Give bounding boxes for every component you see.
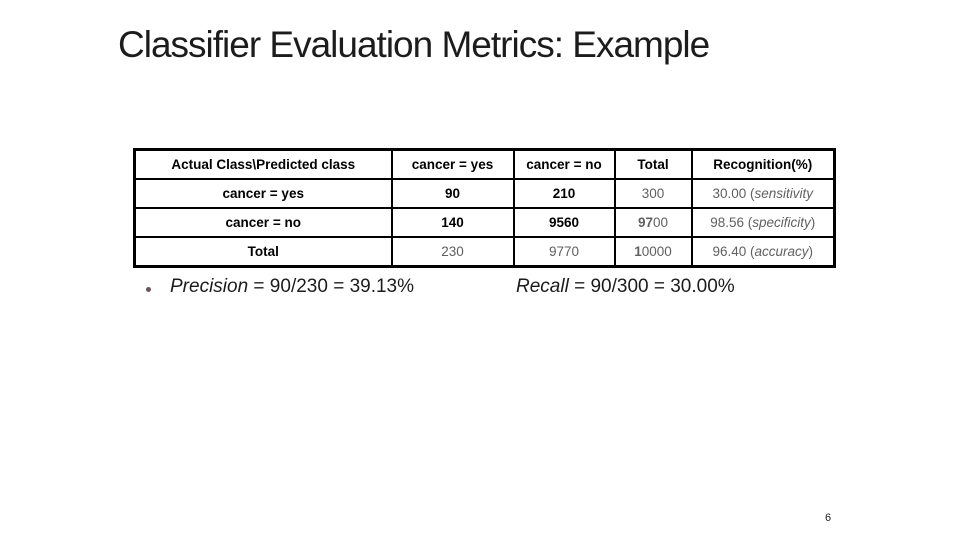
text-segment: 00 xyxy=(653,214,669,230)
text-segment: Recall xyxy=(516,276,569,297)
text-segment: Actual Class\Predicted class xyxy=(171,156,356,172)
page-number: 6 xyxy=(824,512,832,524)
bullet-icon xyxy=(146,287,151,292)
text-segment: Recognition(%) xyxy=(713,156,813,172)
precision-text: Precision = 90/230 = 39.13% xyxy=(170,276,414,298)
header-row: Actual Class\Predicted class cancer = yes… xyxy=(133,148,836,180)
text-segment: cancer = no xyxy=(526,156,602,172)
header-cell: Actual Class\Predicted class xyxy=(133,148,393,180)
text-segment: cancer = no xyxy=(225,214,301,230)
text-segment: 300 xyxy=(641,185,665,201)
text-segment: accuracy xyxy=(754,243,809,259)
text-segment: = 90/230 = 39.13% xyxy=(248,276,415,297)
text-segment: ) xyxy=(808,243,814,259)
table-cell: 96.40 (accuracy) xyxy=(690,236,836,268)
text-segment: 9770 xyxy=(548,243,580,259)
text-segment: 9560 xyxy=(548,214,580,230)
text-segment: 0000 xyxy=(641,243,672,259)
table-cell: 9700 xyxy=(613,207,693,238)
header-cell: Recognition(%) xyxy=(690,148,836,180)
text-segment: ) xyxy=(810,214,816,230)
table-row: cancer = yes 90 210 300 30.00 (sensitivity xyxy=(133,178,836,209)
text-segment: sensitivity xyxy=(754,185,814,201)
table-cell: 140 xyxy=(390,207,515,238)
text-segment: 210 xyxy=(552,185,576,201)
table-cell: 98.56 (specificity) xyxy=(690,207,836,238)
table-row: Total 230 9770 10000 96.40 (accuracy) xyxy=(133,236,836,268)
confusion-matrix-table-body: Actual Class\Predicted class cancer = yes… xyxy=(133,148,836,268)
text-segment: Precision xyxy=(170,276,249,297)
header-cell: cancer = no xyxy=(512,148,616,180)
text-segment: cancer = yes xyxy=(222,185,304,201)
header-cell: cancer = yes xyxy=(390,148,515,180)
text-segment: 30.00 ( xyxy=(712,185,755,201)
text-segment: = 90/300 = 30.00% xyxy=(568,276,735,297)
table-cell: 30.00 (sensitivity xyxy=(690,178,836,209)
table-cell: 9560 xyxy=(512,207,616,238)
table-cell: Total xyxy=(133,236,393,268)
text-segment: specificity xyxy=(752,214,811,230)
header-cell: Total xyxy=(613,148,693,180)
metrics-note-line: Precision = 90/230 = 39.13% Recall = 90/… xyxy=(0,274,960,304)
table-cell: 230 xyxy=(390,236,515,268)
recall-text: Recall = 90/300 = 30.00% xyxy=(516,276,735,298)
table-cell: cancer = no xyxy=(133,207,393,238)
text-segment: 98.56 ( xyxy=(710,214,753,230)
text-segment: 230 xyxy=(441,243,464,259)
slide-title: Classifier Evaluation Metrics: Example xyxy=(118,24,710,65)
table-cell: cancer = yes xyxy=(133,178,393,209)
text-segment: Total xyxy=(247,243,279,259)
confusion-matrix-table: Actual Class\Predicted class cancer = yes… xyxy=(133,148,836,268)
table-cell: 10000 xyxy=(613,236,693,268)
text-segment: 1 xyxy=(634,243,642,259)
table-row: cancer = no 140 9560 9700 98.56 (specificity… xyxy=(133,207,836,238)
text-segment: Total xyxy=(637,156,669,172)
text-segment: cancer = yes xyxy=(411,156,494,172)
text-segment: 140 xyxy=(441,214,464,230)
table-cell: 90 xyxy=(390,178,515,209)
table-cell: 9770 xyxy=(512,236,616,268)
table-cell: 300 xyxy=(613,178,693,209)
text-segment: 90 xyxy=(444,185,461,201)
table-cell: 210 xyxy=(512,178,616,209)
text-segment: 97 xyxy=(637,214,653,230)
text-segment: 96.40 ( xyxy=(712,243,755,259)
